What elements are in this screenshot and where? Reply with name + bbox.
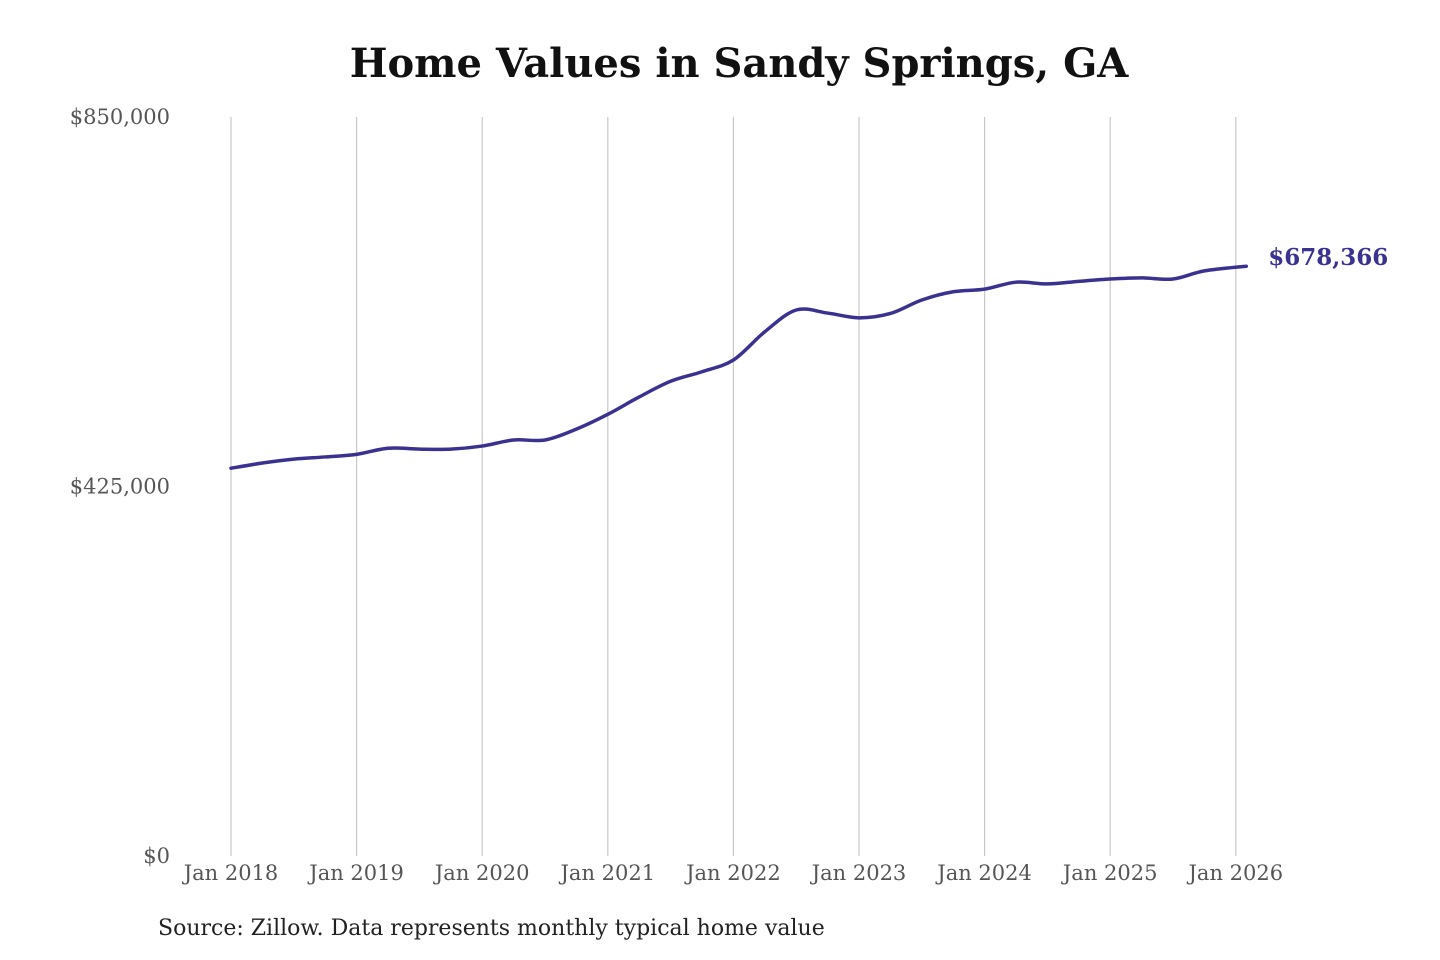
x-tick-label: Jan 2018 [182,861,279,885]
x-tick-label: Jan 2026 [1187,861,1284,885]
y-tick-label: $850,000 [70,105,170,129]
y-tick-label: $425,000 [70,475,170,499]
y-tick-label: $0 [143,844,170,868]
x-tick-label: Jan 2020 [433,861,530,885]
x-tick-label: Jan 2023 [810,861,907,885]
x-tick-label: Jan 2021 [559,861,656,885]
chart-title: Home Values in Sandy Springs, GA [349,40,1129,87]
x-tick-label: Jan 2019 [307,861,404,885]
x-tick-label: Jan 2022 [684,861,781,885]
series-line [229,264,1249,470]
x-tick-label: Jan 2024 [935,861,1032,885]
x-tick-label: Jan 2025 [1061,861,1158,885]
end-value-label: $678,366 [1268,244,1388,271]
source-note: Source: Zillow. Data represents monthly … [158,916,825,941]
